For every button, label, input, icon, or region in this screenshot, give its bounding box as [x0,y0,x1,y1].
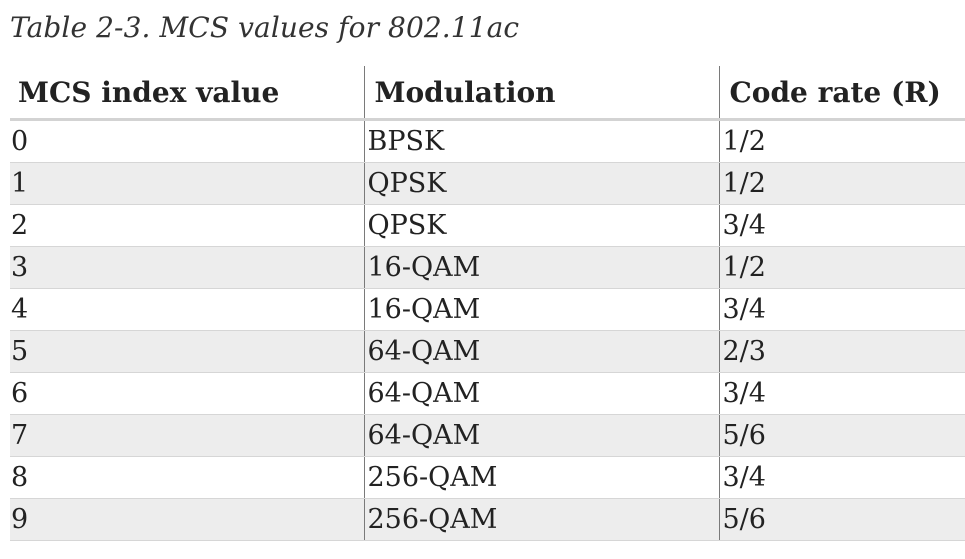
cell-mcs-index: 7 [10,414,364,457]
cell-mcs-index: 6 [10,372,364,415]
cell-code-rate: 5/6 [718,498,965,541]
cell-code-rate: 5/6 [718,414,965,457]
cell-code-rate: 1/2 [718,119,965,163]
table-row: 4 16-QAM 3/4 [10,288,965,331]
cell-mcs-index: 9 [10,498,364,541]
header-row: MCS index value Modulation Code rate (R) [10,66,965,121]
header-mcs-index: MCS index value [10,66,364,121]
cell-modulation: 64-QAM [363,414,719,457]
cell-modulation: 256-QAM [363,456,719,499]
cell-code-rate: 3/4 [718,456,965,499]
cell-modulation: BPSK [363,119,719,163]
cell-mcs-index: 3 [10,246,364,289]
cell-modulation: 256-QAM [363,498,719,541]
table-row: 9 256-QAM 5/6 [10,498,965,541]
cell-code-rate: 2/3 [718,330,965,373]
cell-mcs-index: 5 [10,330,364,373]
cell-code-rate: 3/4 [718,372,965,415]
mcs-table: MCS index value Modulation Code rate (R)… [10,66,965,541]
cell-mcs-index: 0 [10,119,364,163]
cell-modulation: 16-QAM [363,288,719,331]
cell-modulation: QPSK [363,162,719,205]
table-row: 3 16-QAM 1/2 [10,246,965,289]
cell-mcs-index: 8 [10,456,364,499]
cell-code-rate: 3/4 [718,204,965,247]
cell-mcs-index: 4 [10,288,364,331]
cell-mcs-index: 2 [10,204,364,247]
header-code-rate: Code rate (R) [718,66,965,121]
table-row: 6 64-QAM 3/4 [10,372,965,415]
table-caption: Table 2-3. MCS values for 802.11ac [10,11,520,44]
cell-modulation: QPSK [363,204,719,247]
table-row: 2 QPSK 3/4 [10,204,965,247]
table-row: 5 64-QAM 2/3 [10,330,965,373]
cell-code-rate: 3/4 [718,288,965,331]
table-body: 0 BPSK 1/2 1 QPSK 1/2 2 QPSK 3/4 3 16-QA… [10,119,965,541]
table-row: 8 256-QAM 3/4 [10,456,965,499]
header-modulation: Modulation [363,66,719,121]
cell-modulation: 16-QAM [363,246,719,289]
table-row: 7 64-QAM 5/6 [10,414,965,457]
table-header: MCS index value Modulation Code rate (R) [10,66,965,121]
cell-code-rate: 1/2 [718,246,965,289]
cell-modulation: 64-QAM [363,330,719,373]
cell-code-rate: 1/2 [718,162,965,205]
table-row: 0 BPSK 1/2 [10,119,965,163]
cell-modulation: 64-QAM [363,372,719,415]
table-row: 1 QPSK 1/2 [10,162,965,205]
cell-mcs-index: 1 [10,162,364,205]
